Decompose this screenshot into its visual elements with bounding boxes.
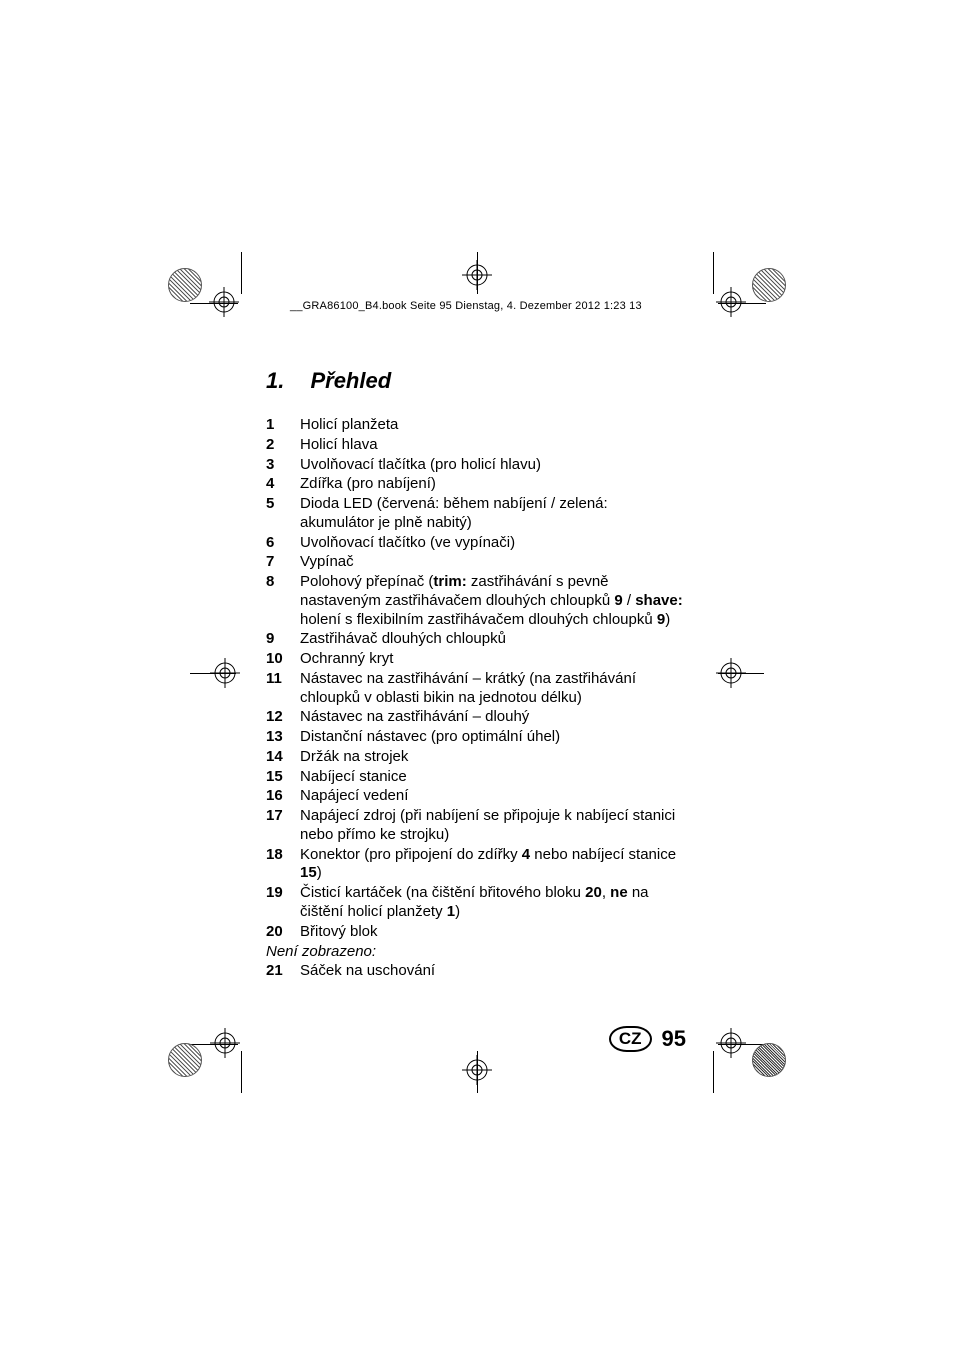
item-number: 21: [266, 962, 300, 981]
item-number: 4: [266, 475, 300, 494]
registration-mark-icon: [209, 287, 239, 317]
list-item: 19Čisticí kartáček (na čištění břitového…: [266, 884, 686, 922]
item-number: 9: [266, 630, 300, 649]
item-number: 13: [266, 728, 300, 747]
registration-mark-icon: [210, 1028, 240, 1058]
section-number: 1.: [266, 368, 306, 394]
list-item: 3Uvolňovací tlačítka (pro holicí hlavu): [266, 456, 686, 475]
registration-mark-icon: [716, 287, 746, 317]
corner-hatch-icon: [752, 1043, 786, 1077]
item-number: 12: [266, 708, 300, 727]
item-description: Holicí planžeta: [300, 416, 686, 435]
corner-hatch-icon: [752, 268, 786, 302]
crop-mark: [241, 1051, 242, 1093]
page-number: 95: [662, 1026, 686, 1052]
item-number: 14: [266, 748, 300, 767]
item-number: 18: [266, 846, 300, 884]
list-item: 8Polohový přepínač (trim: zastřihávání s…: [266, 573, 686, 629]
overview-list-extra: 21Sáček na uschování: [266, 962, 686, 981]
page-footer: CZ 95: [609, 1026, 686, 1052]
list-item: 10Ochranný kryt: [266, 650, 686, 669]
list-item: 7Vypínač: [266, 553, 686, 572]
registration-mark-icon: [462, 1055, 492, 1085]
item-number: 3: [266, 456, 300, 475]
item-number: 11: [266, 670, 300, 708]
item-description: Nástavec na zastřihávání – dlouhý: [300, 708, 686, 727]
list-item: 9Zastřihávač dlouhých chloupků: [266, 630, 686, 649]
crop-mark: [713, 252, 714, 294]
item-description: Čisticí kartáček (na čištění břitového b…: [300, 884, 686, 922]
item-description: Nabíjecí stanice: [300, 768, 686, 787]
list-item: 16Napájecí vedení: [266, 787, 686, 806]
registration-mark-icon: [716, 658, 746, 688]
item-description: Vypínač: [300, 553, 686, 572]
item-description: Uvolňovací tlačítko (ve vypínači): [300, 534, 686, 553]
corner-hatch-icon: [168, 268, 202, 302]
section-name: Přehled: [310, 368, 391, 393]
page-content: 1. Přehled 1Holicí planžeta2Holicí hlava…: [266, 368, 686, 982]
list-item: 18Konektor (pro připojení do zdířky 4 ne…: [266, 846, 686, 884]
language-badge: CZ: [609, 1026, 652, 1052]
header-note: __GRA86100_B4.book Seite 95 Dienstag, 4.…: [290, 300, 642, 312]
item-number: 19: [266, 884, 300, 922]
list-item: 17Napájecí zdroj (při nabíjení se připoj…: [266, 807, 686, 845]
item-description: Ochranný kryt: [300, 650, 686, 669]
item-number: 10: [266, 650, 300, 669]
item-description: Napájecí vedení: [300, 787, 686, 806]
item-number: 8: [266, 573, 300, 629]
list-item: 4Zdířka (pro nabíjení): [266, 475, 686, 494]
item-number: 20: [266, 923, 300, 942]
item-description: Sáček na uschování: [300, 962, 686, 981]
list-item: 12Nástavec na zastřihávání – dlouhý: [266, 708, 686, 727]
item-description: Konektor (pro připojení do zdířky 4 nebo…: [300, 846, 686, 884]
item-description: Zastřihávač dlouhých chloupků: [300, 630, 686, 649]
item-number: 6: [266, 534, 300, 553]
item-number: 17: [266, 807, 300, 845]
registration-mark-icon: [210, 658, 240, 688]
list-item: 14Držák na strojek: [266, 748, 686, 767]
item-number: 1: [266, 416, 300, 435]
item-description: Držák na strojek: [300, 748, 686, 767]
item-description: Zdířka (pro nabíjení): [300, 475, 686, 494]
item-description: Distanční nástavec (pro optimální úhel): [300, 728, 686, 747]
list-item: 6Uvolňovací tlačítko (ve vypínači): [266, 534, 686, 553]
list-item: 15Nabíjecí stanice: [266, 768, 686, 787]
section-title: 1. Přehled: [266, 368, 686, 394]
registration-mark-icon: [716, 1028, 746, 1058]
overview-list: 1Holicí planžeta2Holicí hlava3Uvolňovací…: [266, 416, 686, 941]
list-item: 5Dioda LED (červená: během nabíjení / ze…: [266, 495, 686, 533]
crop-mark: [241, 252, 242, 294]
list-item: 21Sáček na uschování: [266, 962, 686, 981]
item-number: 2: [266, 436, 300, 455]
not-shown-note: Není zobrazeno:: [266, 943, 686, 960]
item-description: Polohový přepínač (trim: zastřihávání s …: [300, 573, 686, 629]
crop-mark: [713, 1051, 714, 1093]
item-description: Nástavec na zastřihávání – krátký (na za…: [300, 670, 686, 708]
item-description: Uvolňovací tlačítka (pro holicí hlavu): [300, 456, 686, 475]
list-item: 2Holicí hlava: [266, 436, 686, 455]
list-item: 1Holicí planžeta: [266, 416, 686, 435]
item-number: 16: [266, 787, 300, 806]
list-item: 13Distanční nástavec (pro optimální úhel…: [266, 728, 686, 747]
item-number: 7: [266, 553, 300, 572]
list-item: 11Nástavec na zastřihávání – krátký (na …: [266, 670, 686, 708]
item-description: Břitový blok: [300, 923, 686, 942]
item-number: 15: [266, 768, 300, 787]
item-number: 5: [266, 495, 300, 533]
corner-hatch-icon: [168, 1043, 202, 1077]
item-description: Holicí hlava: [300, 436, 686, 455]
item-description: Dioda LED (červená: během nabíjení / zel…: [300, 495, 686, 533]
registration-mark-icon: [462, 260, 492, 290]
list-item: 20Břitový blok: [266, 923, 686, 942]
item-description: Napájecí zdroj (při nabíjení se připojuj…: [300, 807, 686, 845]
